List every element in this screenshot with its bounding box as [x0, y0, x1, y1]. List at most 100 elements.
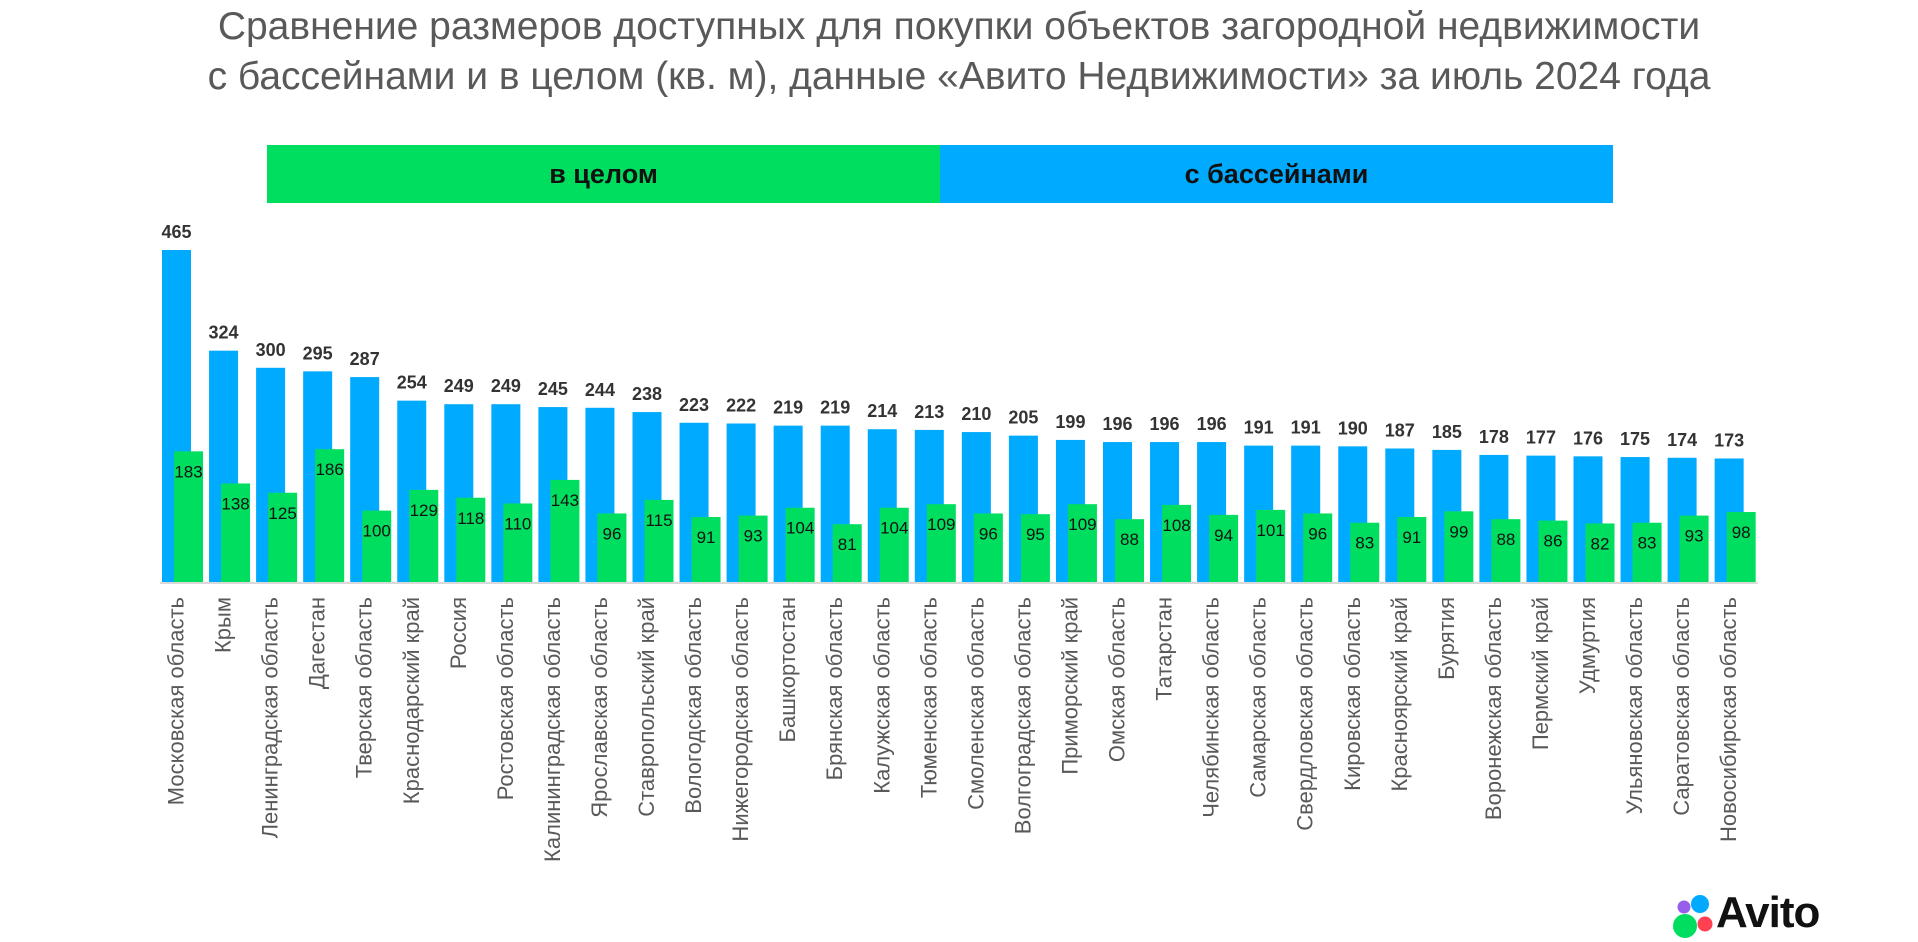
x-tick-label: Ярославская область	[587, 597, 612, 818]
data-label-pool: 249	[491, 376, 521, 396]
data-label-overall: 91	[697, 528, 716, 547]
data-label-overall: 104	[786, 519, 814, 538]
x-tick-label: Кировская область	[1340, 597, 1365, 791]
bar-overall	[597, 513, 627, 582]
x-tick-label: Свердловская область	[1293, 597, 1318, 831]
bar-overall	[1020, 514, 1050, 582]
bar-overall	[503, 503, 533, 582]
bar-overall	[1444, 511, 1474, 582]
bar-overall	[785, 507, 815, 582]
data-label-pool: 190	[1338, 418, 1368, 438]
x-tick-label: Краснодарский край	[399, 597, 424, 804]
data-label-pool: 196	[1102, 414, 1132, 434]
data-label-overall: 88	[1496, 530, 1515, 549]
bar-overall	[456, 497, 486, 582]
bar-overall	[1726, 512, 1756, 582]
data-label-overall: 109	[1068, 515, 1096, 534]
data-label-overall: 99	[1449, 522, 1468, 541]
x-tick-label: Удмуртия	[1575, 597, 1600, 694]
chart-title-line-2: с бассейнами и в целом (кв. м), данные «…	[207, 55, 1711, 98]
bar-overall	[174, 451, 203, 582]
data-label-pool: 176	[1573, 428, 1603, 448]
x-tick-label: Татарстан	[1152, 597, 1177, 701]
data-label-pool: 324	[209, 323, 239, 343]
bar-overall	[691, 517, 721, 582]
data-label-pool: 245	[538, 379, 568, 399]
bar-overall	[1397, 517, 1427, 582]
data-label-overall: 98	[1732, 523, 1751, 542]
bar-overall	[926, 504, 956, 582]
data-label-pool: 178	[1479, 427, 1509, 447]
bar-overall	[738, 515, 768, 582]
x-tick-label: Калужская область	[869, 597, 894, 794]
bar-overall	[973, 513, 1003, 582]
data-label-pool: 187	[1385, 420, 1415, 440]
data-label-pool: 196	[1150, 414, 1180, 434]
chart-title-line-1: Сравнение размеров доступных для покупки…	[217, 5, 1701, 48]
chart-title: Сравнение размеров доступных для покупки…	[0, 2, 1918, 102]
bar-overall	[315, 449, 345, 582]
bar-overall	[1491, 519, 1521, 582]
data-label-overall: 101	[1256, 521, 1284, 540]
bar-overall	[221, 483, 251, 582]
data-label-overall: 143	[551, 491, 579, 510]
bar-overall	[1067, 504, 1097, 582]
x-tick-label: Красноярский край	[1387, 597, 1412, 792]
data-label-pool: 177	[1526, 428, 1556, 448]
data-label-overall: 129	[410, 501, 438, 520]
legend-item-pool: с бассейнами	[940, 145, 1613, 203]
x-tick-label: Смоленская область	[963, 597, 988, 810]
data-label-pool: 175	[1620, 429, 1650, 449]
data-label-overall: 96	[602, 524, 621, 543]
bar-overall	[1350, 522, 1380, 582]
x-tick-label: Ростовская область	[493, 597, 518, 800]
data-label-overall: 88	[1120, 530, 1139, 549]
data-label-overall: 108	[1162, 516, 1190, 535]
data-label-overall: 186	[315, 460, 343, 479]
bar-overall	[1256, 509, 1286, 582]
data-label-overall: 93	[744, 527, 763, 546]
bar-overall	[1162, 504, 1192, 582]
bar-overall	[1679, 515, 1709, 582]
x-tick-label: Омская область	[1105, 597, 1130, 762]
data-label-pool: 300	[256, 340, 286, 360]
x-tick-label: Воронежская область	[1481, 597, 1506, 820]
data-label-pool: 238	[632, 384, 662, 404]
x-tick-label: Новосибирская область	[1716, 597, 1741, 842]
data-label-pool: 219	[820, 398, 850, 418]
data-label-pool: 244	[585, 380, 615, 400]
bar-overall	[550, 479, 580, 582]
x-tick-label: Брянская область	[822, 597, 847, 780]
x-tick-label: Московская область	[164, 597, 189, 805]
x-tick-label: Тверская область	[352, 597, 377, 778]
bar-overall	[1115, 519, 1144, 582]
data-label-overall: 83	[1355, 534, 1374, 553]
x-tick-label: Дагестан	[305, 597, 330, 689]
x-tick-label: Ленинградская область	[258, 597, 283, 838]
x-tick-label: Калининградская область	[540, 597, 565, 862]
data-label-overall: 96	[1308, 524, 1327, 543]
data-label-pool: 287	[350, 349, 380, 369]
data-label-pool: 199	[1055, 412, 1085, 432]
x-tick-label: Челябинская область	[1199, 597, 1224, 818]
bar-overall	[409, 489, 439, 582]
data-label-pool: 219	[773, 398, 803, 418]
data-label-overall: 81	[838, 535, 857, 554]
bar-overall	[644, 499, 674, 582]
bar-overall	[879, 507, 909, 582]
data-label-overall: 118	[457, 509, 484, 528]
data-label-pool: 174	[1667, 430, 1697, 450]
bar-overall	[832, 524, 862, 582]
x-tick-label: Приморский край	[1057, 597, 1082, 775]
x-tick-label: Ульяновская область	[1622, 597, 1647, 814]
data-label-overall: 93	[1685, 527, 1704, 546]
bar-overall	[1303, 513, 1333, 582]
data-label-pool: 249	[444, 376, 474, 396]
data-label-overall: 91	[1402, 528, 1421, 547]
data-label-overall: 110	[504, 514, 531, 533]
x-tick-label: Бурятия	[1434, 597, 1459, 680]
data-label-overall: 109	[927, 515, 955, 534]
data-label-overall: 83	[1638, 534, 1657, 553]
data-label-overall: 104	[880, 519, 908, 538]
data-label-pool: 213	[914, 402, 944, 422]
